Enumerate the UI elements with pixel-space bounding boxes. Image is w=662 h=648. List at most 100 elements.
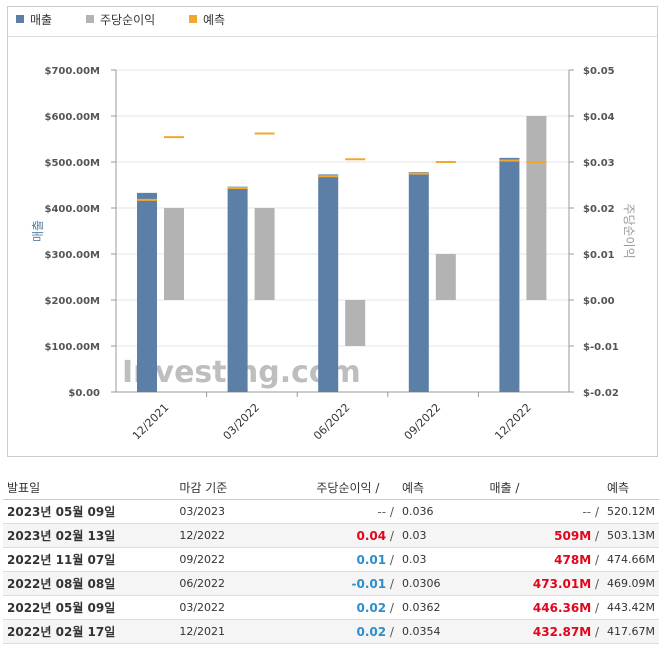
left-tick-label: $300.00M	[45, 250, 101, 261]
row-period: 03/2022	[175, 595, 313, 620]
row-period: 06/2022	[175, 571, 313, 596]
row-date: 2022년 11월 07일	[3, 547, 176, 572]
row-revenue: 432.87M /	[485, 619, 604, 644]
row-period: 09/2022	[175, 547, 313, 572]
header-date[interactable]: 발표일	[3, 475, 176, 500]
row-eps-value: 0.02	[356, 600, 387, 615]
row-date: 2022년 05월 09일	[3, 595, 176, 620]
row-eps: -0.01 /	[312, 571, 398, 596]
row-sep: /	[389, 552, 394, 567]
row-eps-forecast: 0.0306	[397, 571, 486, 596]
left-axis-title: 매출	[31, 220, 45, 242]
row-revenue-forecast: 474.66M	[603, 547, 659, 572]
right-tick-label: $0.01	[583, 250, 615, 261]
row-eps-forecast: 0.03	[397, 523, 486, 548]
right-tick-label: $0.03	[583, 158, 615, 169]
header-sep: /	[515, 480, 520, 495]
legend-label: 주당순이익	[100, 13, 155, 27]
legend-swatch	[86, 15, 94, 23]
revenue-bar	[499, 157, 520, 392]
left-tick-label: $400.00M	[45, 204, 101, 215]
eps-bar	[345, 300, 366, 346]
revenue-bar	[227, 186, 248, 392]
right-tick-label: $-0.02	[583, 388, 619, 399]
row-sep: /	[594, 504, 600, 519]
table-row: 2022년 08월 08일 06/2022 -0.01 /0.0306 473.01M…	[3, 571, 659, 596]
row-revenue-value: 446.36M	[532, 600, 592, 615]
legend-label: 예측	[203, 13, 225, 27]
table-header-row: 발표일 마감 기준 주당순이익 / 예측 매출 / 예측	[3, 475, 659, 500]
row-sep: /	[594, 552, 600, 567]
row-revenue-value: 432.87M	[532, 624, 592, 639]
table-row: 2022년 11월 07일 09/2022 0.01 /0.03 478M /474.…	[3, 547, 659, 572]
left-tick-label: $700.00M	[45, 66, 101, 77]
row-date: 2022년 02월 17일	[3, 619, 176, 644]
row-period: 12/2022	[175, 523, 313, 548]
row-eps: 0.04 /	[312, 523, 398, 548]
header-revenue[interactable]: 매출 /	[485, 475, 604, 500]
left-tick-label: $100.00M	[45, 342, 101, 353]
row-eps-forecast: 0.0362	[397, 595, 486, 620]
earnings-chart: 매출 주당순이익 예측 $0.00 $-0.02 $100.00M $-0.01 $200.0…	[7, 6, 658, 457]
eps-bar	[526, 116, 547, 300]
revenue-bar	[318, 174, 339, 392]
row-eps-value: 0.02	[356, 624, 387, 639]
row-revenue: 446.36M /	[485, 595, 604, 620]
right-tick-label: $0.04	[583, 112, 615, 123]
earnings-table: 발표일 마감 기준 주당순이익 / 예측 매출 / 예측 2023년 05월 0…	[3, 475, 659, 644]
row-revenue-forecast: 520.12M	[603, 499, 659, 524]
header-eps-forecast[interactable]: 예측	[397, 475, 486, 500]
table-row: 2022년 02월 17일 12/2021 0.02 /0.0354 432.87M …	[3, 619, 659, 644]
row-revenue-value: --	[582, 504, 592, 519]
eps-bar	[254, 208, 275, 300]
row-sep: /	[594, 576, 600, 591]
legend-swatch	[16, 15, 24, 23]
table-row: 2022년 05월 09일 03/2022 0.02 /0.0362 446.36M …	[3, 595, 659, 620]
table-body: 2023년 05월 09일 03/2023 -- /0.036 -- /520.12M…	[3, 499, 659, 644]
revenue-bar	[137, 192, 157, 392]
row-sep: /	[389, 624, 394, 639]
row-revenue: -- /	[485, 499, 604, 524]
row-eps-forecast: 0.0354	[397, 619, 486, 644]
header-period[interactable]: 마감 기준	[175, 475, 313, 500]
left-tick-label: $200.00M	[45, 296, 101, 307]
header-revenue-label: 매출	[489, 480, 512, 495]
right-tick-label: $-0.01	[583, 342, 619, 353]
row-eps-value: -0.01	[351, 576, 387, 591]
right-tick-label: $0.02	[583, 204, 615, 215]
row-sep: /	[594, 600, 600, 615]
row-eps-value: --	[377, 504, 387, 519]
row-sep: /	[389, 576, 394, 591]
row-eps-forecast: 0.03	[397, 547, 486, 572]
revenue-bar	[408, 172, 429, 392]
row-revenue: 473.01M /	[485, 571, 604, 596]
table-row: 2023년 02월 13일 12/2022 0.04 /0.03 509M /503.…	[3, 523, 659, 548]
left-tick-label: $500.00M	[45, 158, 101, 169]
header-eps[interactable]: 주당순이익 /	[312, 475, 398, 500]
legend-swatch	[189, 15, 197, 23]
header-sep: /	[375, 480, 380, 495]
header-revenue-forecast[interactable]: 예측	[603, 475, 659, 500]
row-date: 2022년 08월 08일	[3, 571, 176, 596]
header-eps-label: 주당순이익	[316, 480, 372, 495]
row-eps-forecast: 0.036	[397, 499, 486, 524]
row-eps-value: 0.04	[356, 528, 387, 543]
table-row: 2023년 05월 09일 03/2023 -- /0.036 -- /520.12M	[3, 499, 659, 524]
row-sep: /	[594, 528, 600, 543]
row-eps: -- /	[312, 499, 398, 524]
row-eps: 0.02 /	[312, 595, 398, 620]
legend-label: 매출	[30, 13, 52, 27]
row-eps: 0.01 /	[312, 547, 398, 572]
left-tick-label: $600.00M	[45, 112, 101, 123]
row-sep: /	[594, 624, 600, 639]
row-revenue-value: 473.01M	[532, 576, 592, 591]
row-revenue: 478M /	[485, 547, 604, 572]
right-tick-label: $0.05	[583, 66, 615, 77]
row-period: 12/2021	[175, 619, 313, 644]
row-revenue: 509M /	[485, 523, 604, 548]
row-date: 2023년 05월 09일	[3, 499, 176, 524]
row-period: 03/2023	[175, 499, 313, 524]
row-eps-value: 0.01	[356, 552, 387, 567]
row-sep: /	[389, 528, 394, 543]
row-revenue-forecast: 503.13M	[603, 523, 659, 548]
